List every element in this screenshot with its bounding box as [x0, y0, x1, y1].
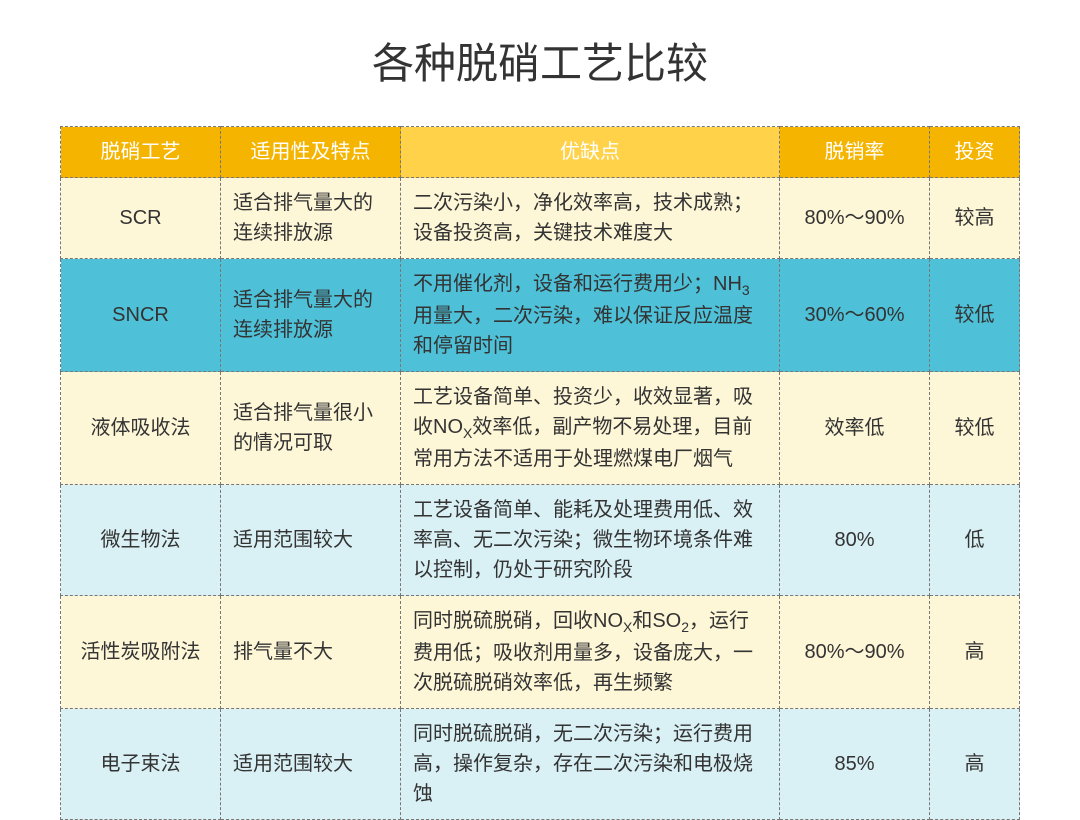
- th-suitability: 适用性及特点: [221, 127, 401, 178]
- cell-proscons: 二次污染小，净化效率高，技术成熟；设备投资高，关键技术难度大: [401, 178, 780, 259]
- cell-rate: 80%～90%: [780, 596, 930, 709]
- cell-process: 电子束法: [61, 709, 221, 820]
- th-rate: 脱销率: [780, 127, 930, 178]
- table-row: 微生物法适用范围较大工艺设备简单、能耗及处理费用低、效率高、无二次污染；微生物环…: [61, 485, 1020, 596]
- cell-suitability: 适合排气量大的连续排放源: [221, 178, 401, 259]
- cell-process: 液体吸收法: [61, 372, 221, 485]
- cell-rate: 85%: [780, 709, 930, 820]
- cell-process: SNCR: [61, 259, 221, 372]
- cell-suitability: 适合排气量很小的情况可取: [221, 372, 401, 485]
- cell-rate: 效率低: [780, 372, 930, 485]
- cell-invest: 高: [930, 709, 1020, 820]
- cell-invest: 低: [930, 485, 1020, 596]
- cell-rate: 30%～60%: [780, 259, 930, 372]
- cell-suitability: 适用范围较大: [221, 485, 401, 596]
- cell-proscons: 不用催化剂，设备和运行费用少；NH3用量大，二次污染，难以保证反应温度和停留时间: [401, 259, 780, 372]
- cell-invest: 较低: [930, 372, 1020, 485]
- th-invest: 投资: [930, 127, 1020, 178]
- th-process: 脱硝工艺: [61, 127, 221, 178]
- cell-proscons: 工艺设备简单、能耗及处理费用低、效率高、无二次污染；微生物环境条件难以控制，仍处…: [401, 485, 780, 596]
- cell-invest: 较高: [930, 178, 1020, 259]
- cell-rate: 80%～90%: [780, 178, 930, 259]
- cell-suitability: 适用范围较大: [221, 709, 401, 820]
- cell-process: SCR: [61, 178, 221, 259]
- cell-invest: 高: [930, 596, 1020, 709]
- page-title: 各种脱硝工艺比较: [60, 30, 1020, 91]
- table-row: 活性炭吸附法排气量不大同时脱硫脱硝，回收NOX和SO2，运行费用低；吸收剂用量多…: [61, 596, 1020, 709]
- table-row: 液体吸收法适合排气量很小的情况可取工艺设备简单、投资少，收效显著，吸收NOX效率…: [61, 372, 1020, 485]
- cell-rate: 80%: [780, 485, 930, 596]
- table-row: SNCR适合排气量大的连续排放源不用催化剂，设备和运行费用少；NH3用量大，二次…: [61, 259, 1020, 372]
- cell-suitability: 适合排气量大的连续排放源: [221, 259, 401, 372]
- cell-suitability: 排气量不大: [221, 596, 401, 709]
- table-row: SCR适合排气量大的连续排放源二次污染小，净化效率高，技术成熟；设备投资高，关键…: [61, 178, 1020, 259]
- comparison-table: 脱硝工艺 适用性及特点 优缺点 脱销率 投资 SCR适合排气量大的连续排放源二次…: [60, 126, 1020, 820]
- cell-proscons: 工艺设备简单、投资少，收效显著，吸收NOX效率低，副产物不易处理，目前常用方法不…: [401, 372, 780, 485]
- cell-proscons: 同时脱硫脱硝，无二次污染；运行费用高，操作复杂，存在二次污染和电极烧蚀: [401, 709, 780, 820]
- cell-process: 活性炭吸附法: [61, 596, 221, 709]
- th-proscons: 优缺点: [401, 127, 780, 178]
- table-row: 电子束法适用范围较大同时脱硫脱硝，无二次污染；运行费用高，操作复杂，存在二次污染…: [61, 709, 1020, 820]
- cell-invest: 较低: [930, 259, 1020, 372]
- cell-process: 微生物法: [61, 485, 221, 596]
- table-header-row: 脱硝工艺 适用性及特点 优缺点 脱销率 投资: [61, 127, 1020, 178]
- cell-proscons: 同时脱硫脱硝，回收NOX和SO2，运行费用低；吸收剂用量多，设备庞大，一次脱硫脱…: [401, 596, 780, 709]
